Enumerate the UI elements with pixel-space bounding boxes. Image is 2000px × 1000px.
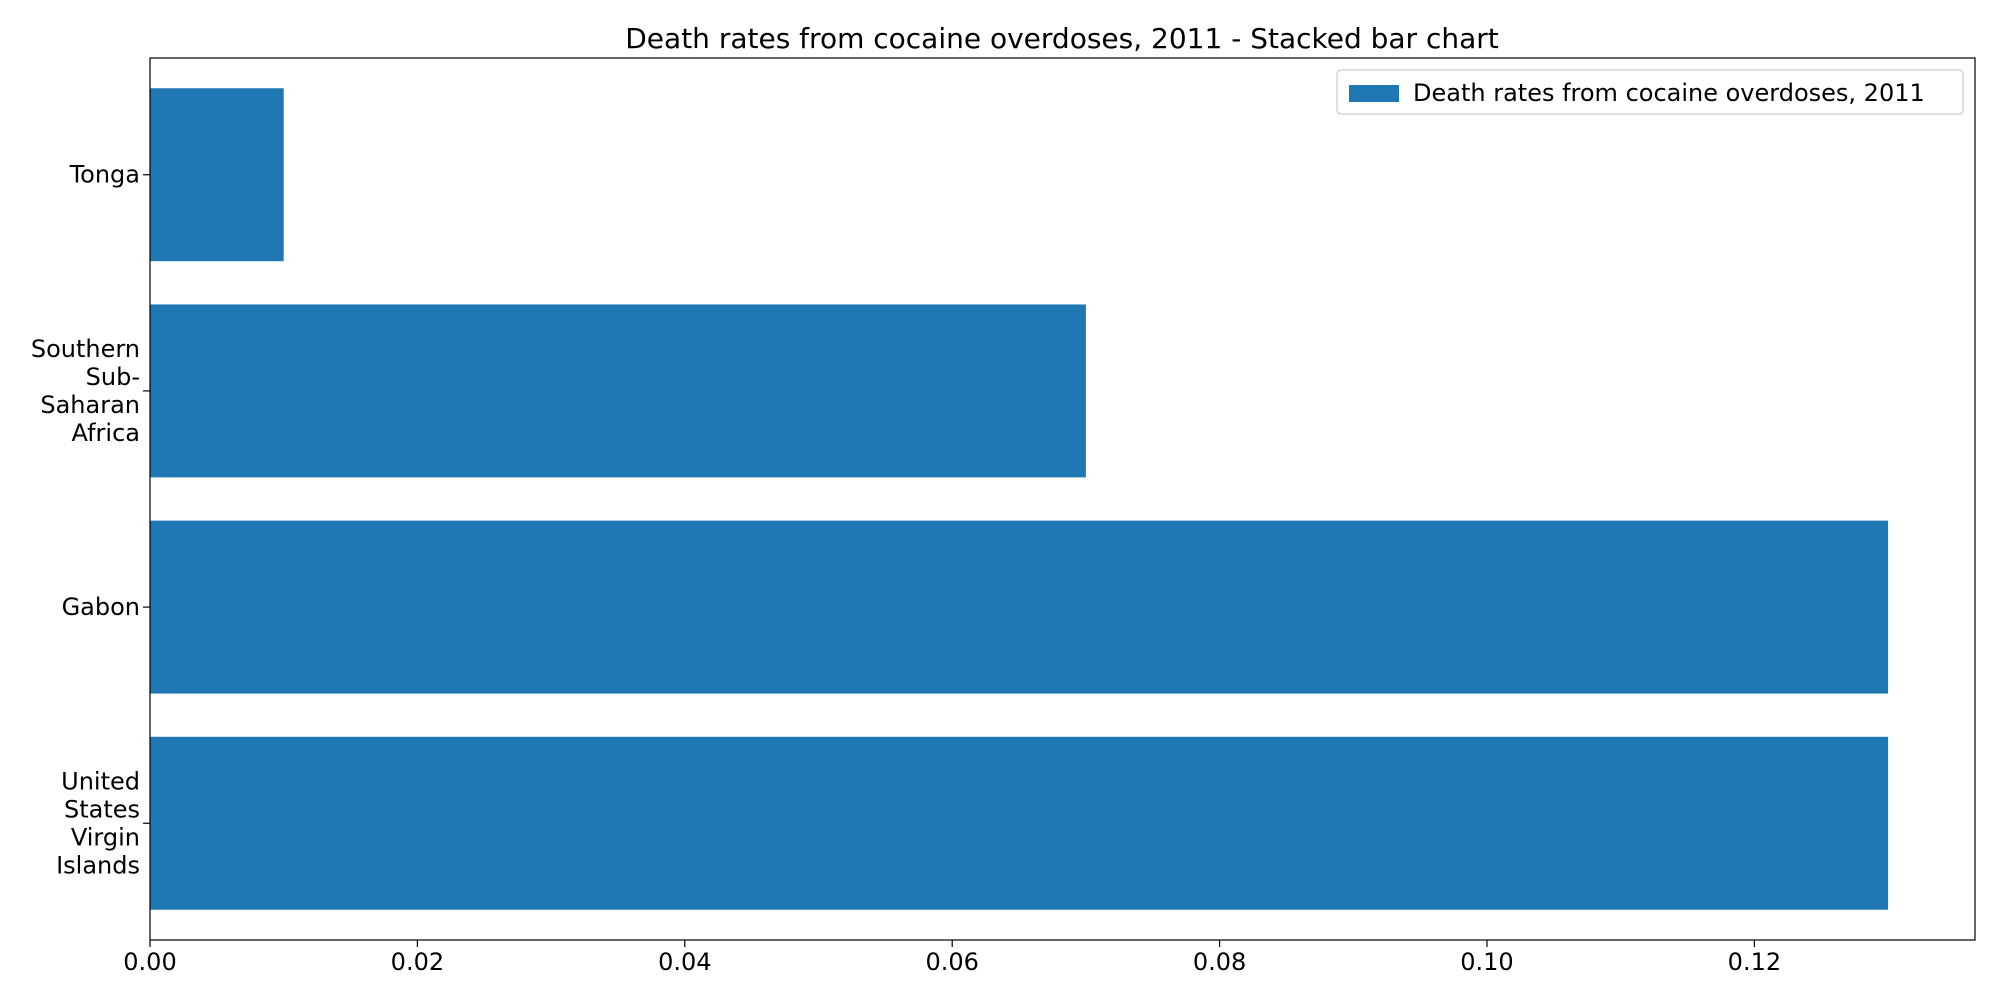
legend-box — [1336, 69, 1964, 115]
y-tick-label-line: Islands — [56, 851, 140, 879]
x-axis: 0.00 0.02 0.04 0.06 0.08 0.10 0.12 — [123, 940, 1781, 976]
y-tick-label: Gabon — [62, 593, 140, 621]
bar — [150, 304, 1086, 478]
bar — [150, 88, 284, 262]
y-tick-label: United States Virgin Islands — [56, 767, 140, 879]
bar — [150, 736, 1889, 910]
y-tick-label-line: Southern — [31, 335, 140, 363]
y-tick-label-line: United — [61, 767, 140, 795]
legend: Death rates from cocaine overdoses, 2011 — [1336, 69, 1964, 115]
x-tick-label: 0.12 — [1728, 948, 1781, 976]
y-tick-label: Tonga — [69, 161, 140, 189]
bar — [150, 520, 1889, 694]
y-tick-label-line: Gabon — [62, 593, 140, 621]
y-tick-label-line: Sub- — [86, 363, 140, 391]
y-tick-label-line: Tonga — [69, 161, 140, 189]
legend-label: Death rates from cocaine overdoses, 2011 — [1413, 79, 1925, 107]
y-tick-label: Southern Sub-Saharan Africa — [31, 335, 140, 447]
plot-area — [150, 88, 1889, 910]
x-tick-label: 0.02 — [391, 948, 444, 976]
y-tick-label-line: States — [64, 795, 140, 823]
y-tick-label-line: Virgin — [71, 823, 140, 851]
y-tick-label-line: Africa — [72, 419, 140, 447]
axes-frame — [149, 57, 1976, 941]
y-axis: United States Virgin Islands Gabon Southern Su… — [31, 161, 150, 879]
x-tick-label: 0.10 — [1460, 948, 1513, 976]
y-tick-label-line: Saharan — [40, 391, 140, 419]
x-tick-label: 0.08 — [1193, 948, 1246, 976]
chart-title: Death rates from cocaine overdoses, 2011… — [625, 22, 1499, 55]
x-tick-label: 0.00 — [123, 948, 176, 976]
legend-swatch — [1349, 85, 1399, 102]
x-tick-label: 0.04 — [658, 948, 711, 976]
x-tick-label: 0.06 — [925, 948, 978, 976]
